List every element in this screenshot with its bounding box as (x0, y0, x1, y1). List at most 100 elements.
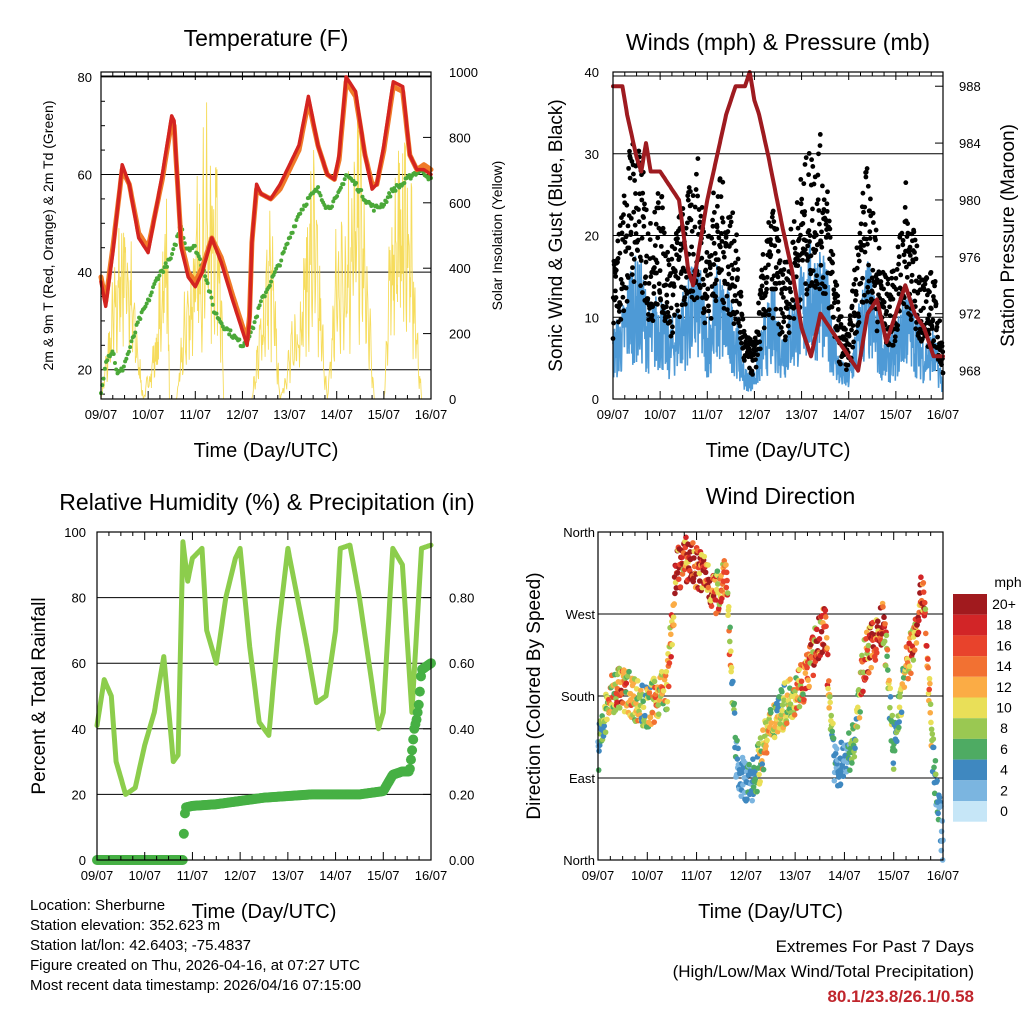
direction-point (727, 624, 733, 631)
gust-point (656, 205, 661, 211)
gust-point (675, 308, 681, 314)
gust-point (821, 197, 827, 203)
gust-point (832, 300, 837, 306)
dewpoint-point (393, 188, 398, 193)
y-right-tick-label: 0 (449, 392, 456, 407)
direction-point (830, 735, 837, 742)
gust-point (685, 220, 690, 226)
gust-point (732, 284, 738, 289)
gust-point (814, 273, 820, 279)
legend-swatch (953, 718, 987, 739)
gust-point (912, 249, 917, 255)
gust-point (810, 164, 816, 169)
gust-point (850, 344, 856, 350)
x-tick-label: 14/07 (832, 407, 865, 422)
direction-point (714, 568, 721, 574)
gust-point (735, 256, 741, 262)
dewpoint-point (147, 298, 152, 303)
gust-point (712, 209, 717, 215)
dewpoint-point (318, 193, 323, 198)
gust-point (780, 311, 785, 316)
gust-point (753, 364, 759, 370)
dewpoint-point (128, 345, 133, 350)
gust-point (844, 367, 849, 373)
gust-point (738, 289, 744, 295)
gust-point (803, 238, 809, 244)
direction-point (931, 764, 937, 771)
gust-point (706, 303, 711, 309)
gust-point (900, 238, 906, 243)
gust-point (657, 290, 663, 295)
chart-title: Wind Direction (706, 483, 856, 509)
y-right-tick-label: 976 (959, 250, 981, 265)
gust-point (803, 155, 809, 161)
direction-point (800, 691, 806, 697)
y-axis-right-label: Solar Insolation (Yellow) (489, 161, 505, 311)
direction-point (798, 678, 805, 685)
gust-point (817, 286, 823, 292)
gust-point (915, 290, 921, 296)
dewpoint-point (144, 301, 149, 306)
dewpoint-point (382, 202, 387, 207)
x-tick-label: 11/07 (691, 407, 723, 422)
direction-point (760, 766, 767, 773)
gust-point (835, 299, 841, 305)
gust-point (643, 207, 649, 213)
dewpoint-point (132, 334, 136, 339)
direction-point (851, 753, 858, 760)
recent-timestamp: Most recent data timestamp: 2026/04/16 0… (30, 977, 362, 994)
gust-point (799, 196, 805, 202)
gust-point (856, 319, 862, 325)
direction-point (904, 656, 911, 662)
gust-point (666, 314, 672, 319)
gust-point (735, 275, 740, 281)
gust-point (802, 209, 808, 214)
direction-point (723, 569, 730, 576)
gust-point (775, 274, 781, 280)
dewpoint-point (208, 289, 213, 294)
y-tick-label: 20 (585, 229, 599, 244)
gust-point (727, 214, 733, 220)
direction-point (856, 715, 863, 721)
legend-swatch (953, 676, 987, 698)
direction-point (938, 803, 944, 810)
gust-point (853, 298, 858, 303)
gust-point (659, 194, 665, 199)
direction-point (920, 589, 927, 595)
direction-point (930, 744, 937, 751)
gust-point (640, 290, 645, 295)
gust-point (780, 272, 786, 277)
gust-point (739, 340, 744, 346)
gust-point (643, 259, 649, 265)
direction-point (640, 704, 647, 711)
direction-point (604, 716, 610, 723)
direction-point (734, 756, 741, 762)
gust-point (719, 215, 725, 221)
gust-point (847, 342, 852, 348)
gust-point (688, 217, 694, 223)
dewpoint-point (114, 367, 119, 372)
gust-point (922, 281, 928, 287)
gust-point (856, 252, 861, 258)
gust-point (660, 225, 666, 231)
gust-point (683, 225, 689, 231)
dewpoint-point (258, 299, 263, 304)
gust-point (867, 208, 872, 214)
x-tick-label: 13/07 (273, 407, 306, 422)
direction-point (872, 657, 879, 663)
gust-point (899, 230, 905, 236)
gust-point (670, 324, 675, 330)
dewpoint-point (335, 194, 340, 199)
gust-point (820, 275, 826, 280)
direction-point (928, 726, 935, 733)
gust-point (688, 189, 693, 194)
gust-point (904, 264, 909, 270)
y-right-tick-label: 0.80 (449, 591, 474, 606)
gust-point (893, 275, 899, 281)
direction-point (637, 687, 644, 694)
direction-point (901, 675, 907, 681)
gust-point (763, 265, 768, 271)
direction-point (690, 575, 697, 582)
direction-point (818, 628, 825, 635)
dewpoint-point (272, 270, 277, 275)
